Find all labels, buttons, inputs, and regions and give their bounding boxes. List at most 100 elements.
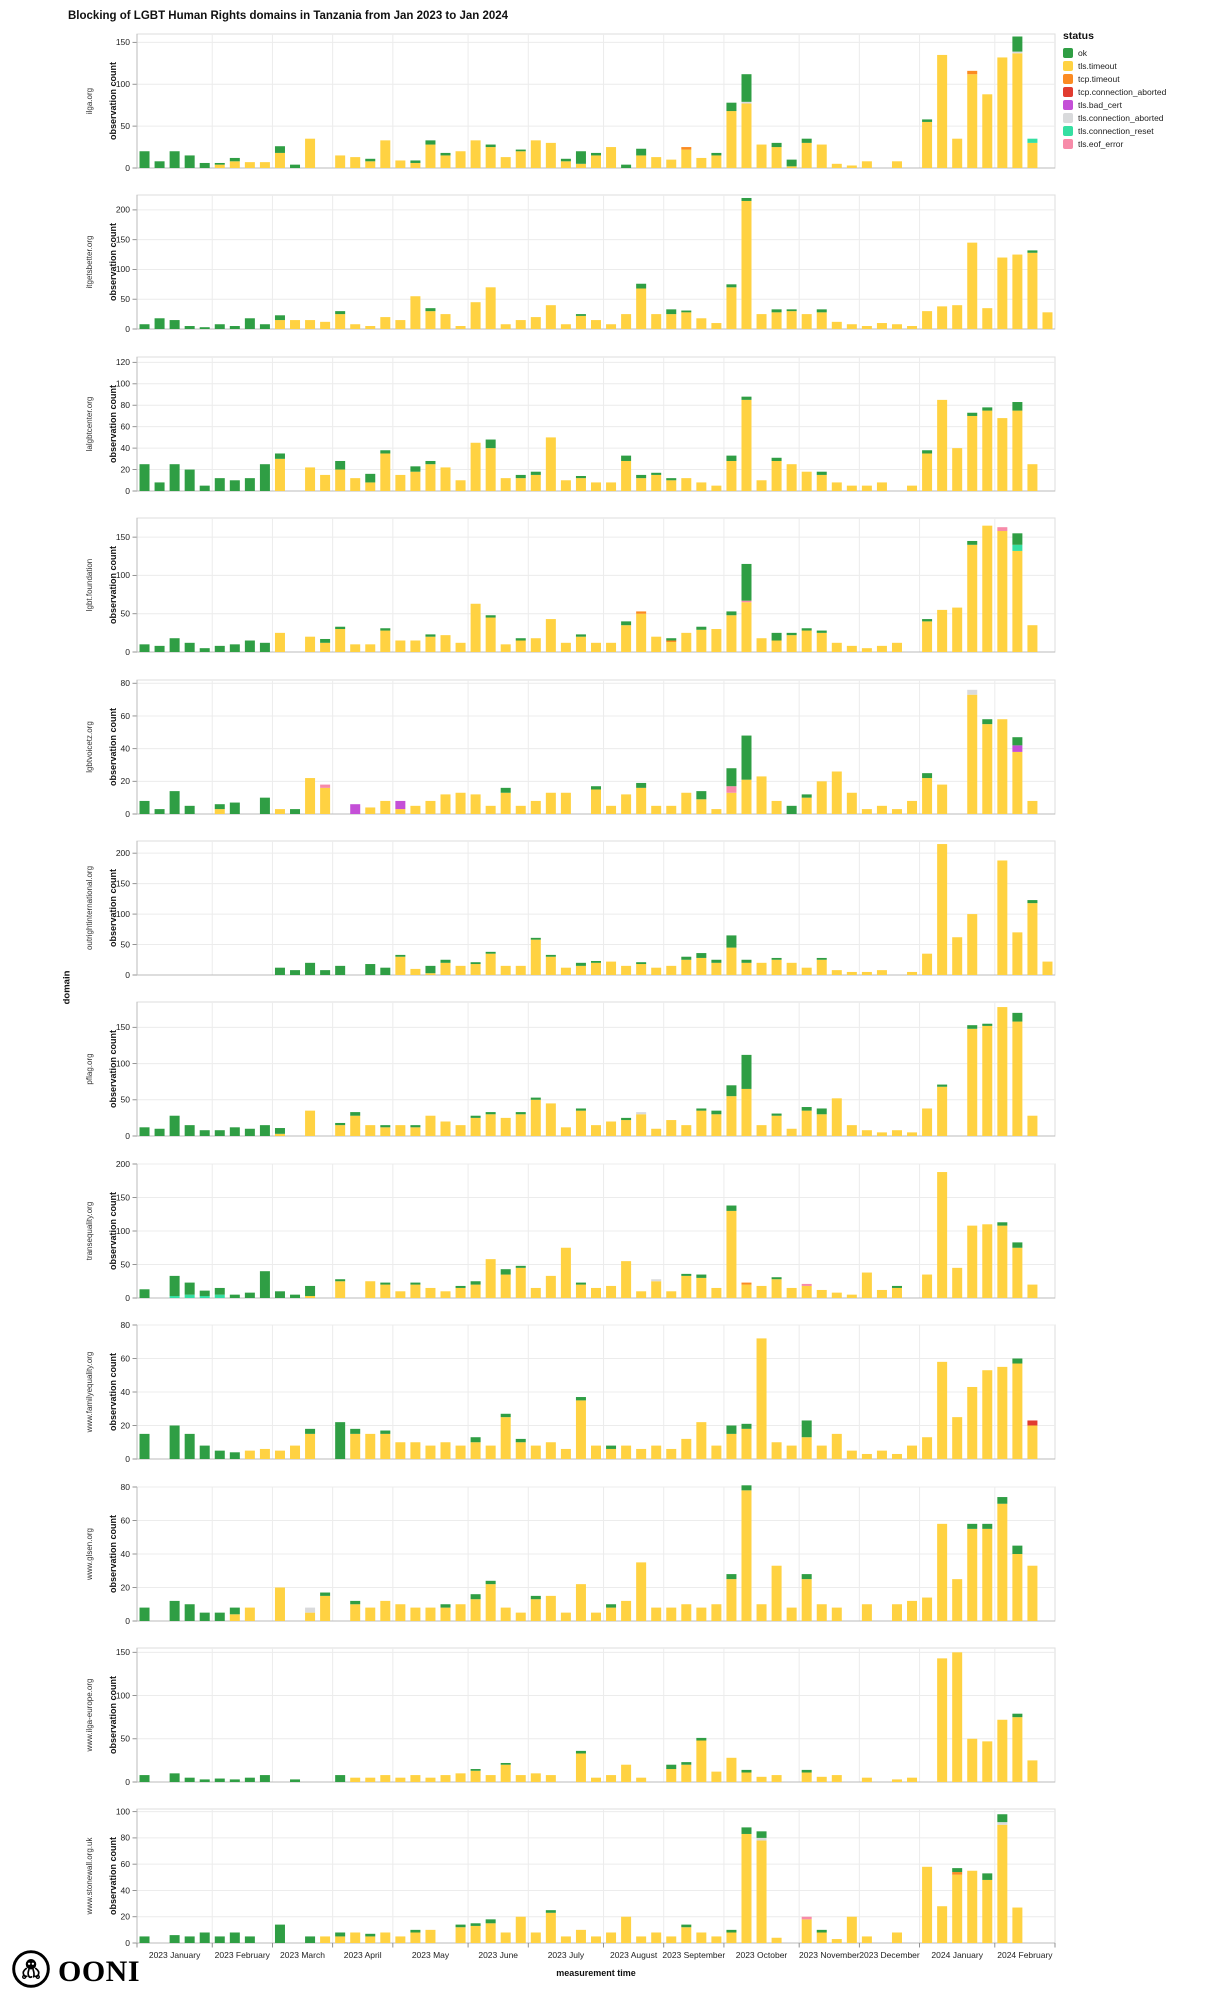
x-tick-label: 2023 December: [859, 1950, 920, 1961]
svg-text:50: 50: [121, 1259, 131, 1269]
facet-plot: 0 20 40 60 80 100 www.stonewall.org.uk observat…: [85, 1807, 1056, 1948]
svg-text:observation count: observation count: [108, 869, 118, 947]
svg-text:observation count: observation count: [108, 223, 118, 301]
svg-text:150: 150: [116, 1647, 130, 1657]
legend: status ok tls.timeout tcp.timeout tcp.conne…: [1063, 30, 1166, 150]
legend-item-label: tls.eof_error: [1078, 138, 1124, 149]
svg-text:100: 100: [116, 1059, 130, 1069]
svg-text:40: 40: [121, 743, 131, 753]
svg-text:observation count: observation count: [108, 62, 118, 140]
svg-text:observation count: observation count: [108, 546, 118, 624]
svg-text:50: 50: [121, 1095, 131, 1105]
legend-swatch-tls.bad_cert: [1063, 99, 1073, 110]
svg-text:0: 0: [125, 1615, 130, 1625]
svg-text:www.ilga-europe.org: www.ilga-europe.org: [85, 1679, 94, 1753]
svg-text:itgetsbetter.org: itgetsbetter.org: [85, 236, 94, 289]
svg-text:100: 100: [116, 1807, 130, 1817]
svg-text:observation count: observation count: [108, 708, 118, 786]
legend-item[interactable]: tcp.connection_aborted: [1063, 85, 1166, 98]
y-axis-outer-label: domain: [61, 970, 73, 1005]
svg-text:100: 100: [116, 909, 130, 919]
legend-item-label: tls.connection_reset: [1078, 125, 1154, 136]
svg-text:observation count: observation count: [108, 1837, 118, 1915]
svg-text:200: 200: [116, 1159, 130, 1169]
svg-text:60: 60: [121, 1353, 131, 1363]
svg-text:0: 0: [125, 163, 130, 173]
svg-text:150: 150: [116, 37, 130, 47]
facet-plot: 0 50 100 150 www.ilga-europe.org observation …: [85, 1647, 1056, 1787]
legend-item[interactable]: tls.bad_cert: [1063, 98, 1166, 111]
chart-title: Blocking of LGBT Human Rights domains in…: [68, 10, 509, 22]
svg-text:100: 100: [116, 1226, 130, 1236]
svg-text:50: 50: [121, 609, 131, 619]
legend-title: status: [1063, 30, 1094, 42]
x-axis-title: measurement time: [556, 1968, 636, 1978]
legend-item[interactable]: tcp.timeout: [1063, 72, 1166, 85]
svg-text:ilga.org: ilga.org: [85, 88, 94, 114]
svg-text:40: 40: [121, 1548, 131, 1558]
svg-text:60: 60: [121, 1515, 131, 1525]
svg-text:www.glsen.org: www.glsen.org: [85, 1528, 94, 1581]
facet-plot: 0 20 40 60 80 www.glsen.org observation count: [85, 1481, 1056, 1625]
svg-text:20: 20: [121, 1912, 131, 1922]
legend-item[interactable]: tls.timeout: [1063, 59, 1166, 72]
legend-swatch-tcp.connection_aborted: [1063, 86, 1073, 97]
x-tick-label: 2023 August: [609, 1950, 658, 1961]
facet-plot: 0 20 40 60 80 www.familyequality.org observati…: [85, 1320, 1056, 1464]
svg-text:0: 0: [125, 1454, 130, 1464]
legend-item[interactable]: tls.connection_aborted: [1063, 111, 1166, 124]
x-tick-label: 2023 April: [343, 1950, 382, 1961]
svg-text:observation count: observation count: [108, 1192, 118, 1270]
svg-text:observation count: observation count: [108, 1676, 118, 1754]
x-tick-label: 2023 June: [478, 1950, 519, 1961]
svg-text:50: 50: [121, 121, 131, 131]
legend-item[interactable]: ok: [1063, 46, 1166, 59]
svg-text:150: 150: [116, 235, 130, 245]
x-tick-label: 2023 May: [411, 1950, 450, 1961]
svg-text:0: 0: [125, 808, 130, 818]
x-tick-label: 2023 February: [214, 1950, 270, 1961]
legend-swatch-tls.connection_reset: [1063, 125, 1073, 136]
legend-swatch-tcp.timeout: [1063, 73, 1073, 84]
svg-text:www.stonewall.org.uk: www.stonewall.org.uk: [85, 1837, 94, 1916]
svg-text:www.familyequality.org: www.familyequality.org: [85, 1352, 94, 1434]
svg-text:100: 100: [116, 378, 130, 388]
svg-text:80: 80: [121, 1320, 131, 1330]
svg-text:0: 0: [125, 486, 130, 496]
svg-text:observation count: observation count: [108, 1353, 118, 1431]
legend-item[interactable]: tls.eof_error: [1063, 137, 1166, 150]
svg-text:40: 40: [121, 1387, 131, 1397]
svg-text:0: 0: [125, 1938, 130, 1948]
x-tick-label: 2023 September: [662, 1950, 726, 1961]
legend-item-label: tls.timeout: [1078, 60, 1117, 71]
svg-text:120: 120: [116, 357, 130, 367]
svg-text:200: 200: [116, 848, 130, 858]
facet-plot: 0 20 40 60 80 lgbtvoicetz.org observation coun…: [85, 678, 1056, 818]
x-tick-label: 2024 January: [931, 1950, 983, 1961]
svg-text:80: 80: [121, 1833, 131, 1843]
legend-swatch-tls.connection_aborted: [1063, 112, 1073, 123]
svg-text:80: 80: [121, 1481, 131, 1491]
x-tick-label: 2023 January: [148, 1950, 201, 1961]
x-tick-label: 2023 March: [280, 1950, 325, 1961]
svg-text:0: 0: [125, 1293, 130, 1303]
svg-text:lalgbtcenter.org: lalgbtcenter.org: [85, 396, 94, 451]
svg-text:150: 150: [116, 1023, 130, 1033]
svg-text:100: 100: [116, 265, 130, 275]
svg-text:observation count: observation count: [108, 1030, 118, 1108]
facet-plot: 0 50 100 150 pflag.org observation count: [85, 1001, 1056, 1141]
ooni-logo: OONI: [10, 1948, 140, 1995]
legend-item-label: ok: [1078, 47, 1087, 58]
svg-text:80: 80: [121, 678, 131, 688]
svg-text:150: 150: [116, 878, 130, 888]
legend-swatch-ok: [1063, 47, 1073, 58]
legend-item[interactable]: tls.connection_reset: [1063, 124, 1166, 137]
svg-text:20: 20: [121, 1582, 131, 1592]
legend-swatch-tls.timeout: [1063, 60, 1073, 71]
legend-item-label: tls.connection_aborted: [1078, 112, 1164, 123]
facet-plot: 0 50 100 150 200 outrightinternational.org obs…: [85, 840, 1056, 980]
svg-text:200: 200: [116, 205, 130, 215]
legend-swatch-tls.eof_error: [1063, 138, 1073, 149]
facet-plot: 0 50 100 150 ilga.org observation count: [85, 33, 1056, 173]
